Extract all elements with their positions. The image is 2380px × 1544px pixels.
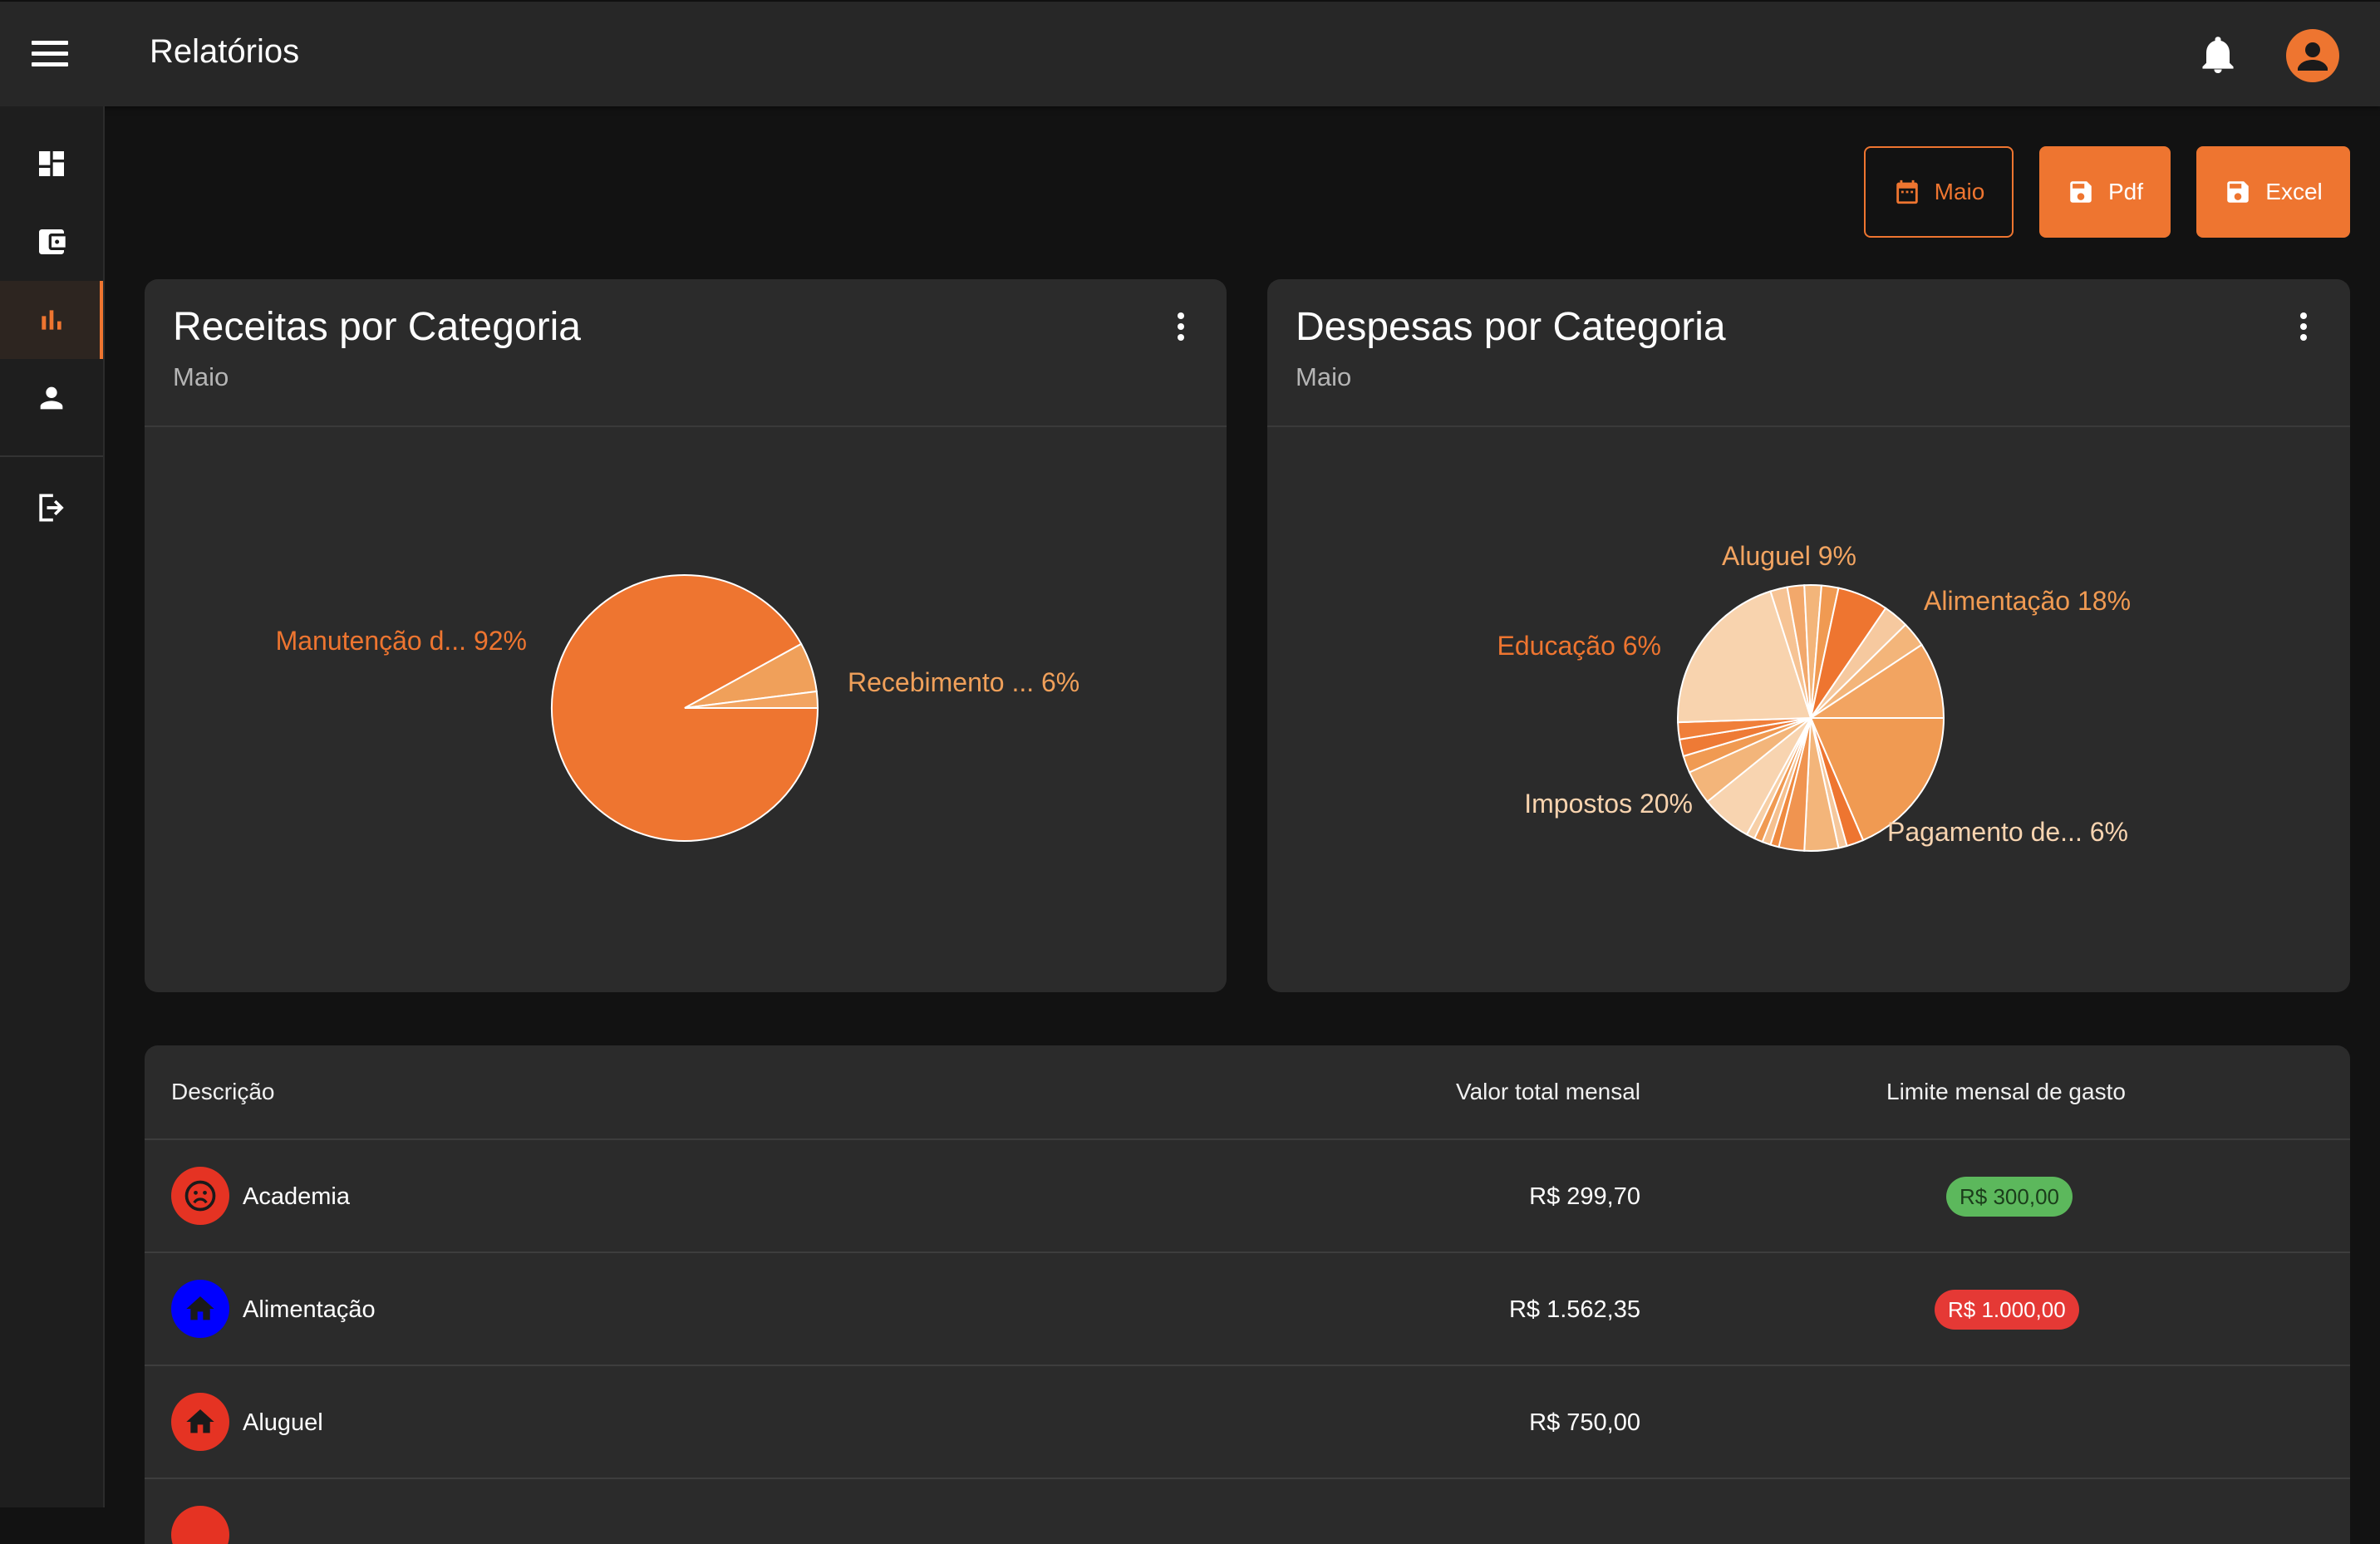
pie-slice[interactable] <box>1677 590 1812 724</box>
more-vert-icon[interactable] <box>1168 312 1193 346</box>
income-chart-card: Receitas por Categoria Maio Manutenção d… <box>145 279 1227 992</box>
card-divider <box>1267 425 2350 427</box>
row-value: R$ 1.562,35 <box>1508 1296 1640 1323</box>
logout-icon <box>39 494 64 522</box>
calendar-icon <box>1896 179 1918 204</box>
user-icon <box>2298 42 2328 71</box>
expense-chart-card: Despesas por Categoria Maio Alimentação … <box>1267 279 2350 992</box>
row-description: Academia <box>243 1183 350 1210</box>
row-icon <box>171 1506 229 1544</box>
nav-dashboard[interactable] <box>0 125 103 203</box>
nav-logout[interactable] <box>0 469 103 547</box>
header-monthly-total: Valor total mensal <box>1455 1079 1640 1104</box>
menu-icon[interactable] <box>32 41 68 69</box>
month-label: Maio <box>1934 179 1985 204</box>
category-table: Descrição Valor total mensal Limite mens… <box>145 1045 2350 1544</box>
row-value: R$ 750,00 <box>1529 1409 1640 1436</box>
pie-label: Manutenção d... 92% <box>276 626 527 656</box>
card-subtitle: Maio <box>1296 362 1352 391</box>
save-icon <box>2070 181 2092 203</box>
pie-label: Aluguel 9% <box>1722 541 1856 571</box>
pie-label: Pagamento de... 6% <box>1887 817 2128 847</box>
save-icon <box>2227 181 2250 203</box>
row-value: R$ 299,70 <box>1529 1183 1640 1210</box>
card-title: Despesas por Categoria <box>1296 305 1726 349</box>
limit-chip: R$ 1.000,00 <box>1935 1290 2079 1330</box>
nav-profile[interactable] <box>0 359 103 437</box>
pie-label: Educação 6% <box>1497 631 1661 661</box>
header-description: Descrição <box>171 1079 275 1104</box>
pie-slice[interactable] <box>1809 717 1945 842</box>
home-icon <box>171 1280 229 1338</box>
row-description: Aluguel <box>243 1409 323 1436</box>
excel-label: Excel <box>2265 179 2323 204</box>
pdf-label: Pdf <box>2107 179 2144 204</box>
more-vert-icon[interactable] <box>2291 312 2316 346</box>
row-description: Alimentação <box>243 1296 376 1323</box>
card-divider <box>145 425 1227 427</box>
table-row[interactable]: Alimentação R$ 1.562,35 R$ 1.000,00 <box>145 1251 2350 1366</box>
export-pdf-button[interactable]: Pdf <box>2039 146 2171 238</box>
table-row[interactable] <box>145 1478 2350 1544</box>
header-monthly-limit: Limite mensal de gasto <box>1886 1079 2126 1104</box>
nav-reports[interactable] <box>0 281 103 359</box>
export-excel-button[interactable]: Excel <box>2196 146 2350 238</box>
nav-wallet[interactable] <box>0 203 103 281</box>
limit-chip: R$ 300,00 <box>1946 1177 2073 1217</box>
card-subtitle: Maio <box>173 362 229 391</box>
dashboard-icon <box>39 151 64 176</box>
card-title: Receitas por Categoria <box>173 305 581 349</box>
month-select-button[interactable]: Maio <box>1864 146 2014 238</box>
pie-label: Recebimento ... 6% <box>848 667 1079 697</box>
table-row[interactable]: Aluguel R$ 750,00 <box>145 1365 2350 1479</box>
expense-pie-chart: Alimentação 18% Pagamento de... 6% Imposto… <box>1497 541 2131 852</box>
bar-chart-icon <box>42 310 61 330</box>
avatar[interactable] <box>2286 29 2339 82</box>
pie-slice[interactable] <box>684 690 819 709</box>
pie-label: Alimentação 18% <box>1924 586 2131 616</box>
navigation-drawer <box>0 106 105 1507</box>
home-icon <box>171 1393 229 1451</box>
sad-face-icon <box>171 1167 229 1225</box>
nav-divider <box>0 455 103 457</box>
app-bar: Relatórios <box>0 2 2380 106</box>
wallet-icon <box>39 229 66 254</box>
page-title: Relatórios <box>150 33 300 70</box>
pie-label: Impostos 20% <box>1524 789 1693 819</box>
notification-bell-icon[interactable] <box>2201 37 2235 75</box>
person-icon <box>40 386 63 410</box>
income-pie-chart: Manutenção d... 92% Recebimento ... 6% <box>276 574 1079 842</box>
table-row[interactable]: Academia R$ 299,70 R$ 300,00 <box>145 1138 2350 1253</box>
pie-slice[interactable] <box>1807 643 1945 719</box>
